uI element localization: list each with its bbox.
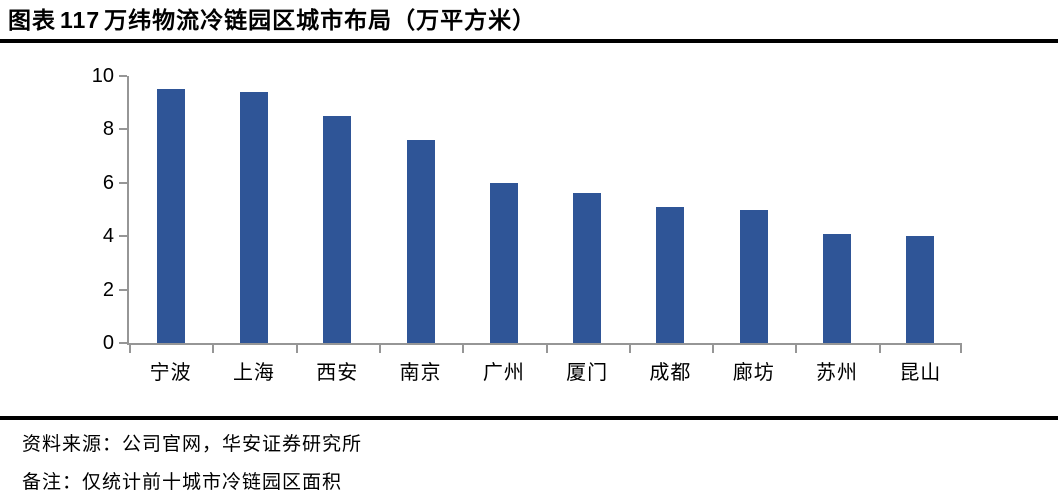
bar-苏州 xyxy=(823,233,852,343)
y-axis-tick xyxy=(119,75,127,77)
y-axis-tick-label: 6 xyxy=(102,171,114,194)
y-axis-tick xyxy=(119,181,127,184)
bar-上海 xyxy=(239,92,268,343)
title-divider xyxy=(0,39,1058,43)
x-axis-tick xyxy=(712,345,715,353)
x-axis-category-label: 广州 xyxy=(482,362,525,384)
y-axis-tick xyxy=(119,342,127,344)
figure-title-text: 万纬物流冷链园区城市布局（万平方米） xyxy=(104,8,537,33)
x-axis-category-label: 苏州 xyxy=(816,362,859,384)
bar-chart: 0 2 4 6 8 10 宁波 上海 西安 南京 广州 厦门 成都 廊坊 苏州 昆山 xyxy=(0,65,1058,385)
bar-昆山 xyxy=(906,236,935,343)
y-axis-tick-label: 0 xyxy=(102,332,114,354)
bar-宁波 xyxy=(156,89,185,343)
x-axis-tick xyxy=(960,345,962,353)
x-axis-category-label: 西安 xyxy=(316,362,359,384)
x-axis-category-label: 昆山 xyxy=(899,362,942,384)
y-axis-tick-label: 8 xyxy=(102,118,114,141)
bar-广州 xyxy=(489,182,518,343)
footer-divider xyxy=(0,416,1058,420)
x-axis-tick xyxy=(462,345,465,353)
x-axis-tick xyxy=(378,345,381,353)
x-axis-tick xyxy=(295,345,298,353)
x-axis-tick xyxy=(545,345,548,353)
bar-厦门 xyxy=(573,193,602,343)
bar-南京 xyxy=(406,140,435,343)
y-axis-tick xyxy=(119,235,127,238)
y-axis-tick-label: 10 xyxy=(91,65,114,87)
figure-number: 117 xyxy=(60,7,101,33)
x-axis-tick xyxy=(628,345,631,353)
bar-成都 xyxy=(656,206,685,343)
plot-area: 0 2 4 6 8 10 xyxy=(92,65,962,354)
x-axis-tick xyxy=(212,345,215,353)
x-axis-category-label: 南京 xyxy=(399,362,442,384)
y-axis-tick-label: 2 xyxy=(102,278,114,301)
y-axis-tick xyxy=(119,128,127,131)
x-axis-labels: 宁波 上海 西安 南京 广州 厦门 成都 廊坊 苏州 昆山 xyxy=(129,356,962,385)
source-text: 资料来源：公司官网，华安证券研究所 xyxy=(22,434,363,455)
bar-西安 xyxy=(323,116,352,343)
x-axis-category-label: 厦门 xyxy=(566,362,609,384)
y-axis-tick xyxy=(119,288,127,291)
y-axis-tick-label: 4 xyxy=(102,225,114,248)
x-axis-tick xyxy=(129,345,131,353)
x-axis-category-label: 上海 xyxy=(232,362,275,384)
figure-title-prefix: 图表 xyxy=(8,8,56,33)
x-axis-category-label: 成都 xyxy=(649,362,692,384)
x-axis-category-label: 廊坊 xyxy=(732,362,775,384)
bar-廊坊 xyxy=(739,209,768,343)
x-axis-category-label: 宁波 xyxy=(149,362,192,384)
note-text: 备注：仅统计前十城市冷链园区面积 xyxy=(22,472,343,493)
x-axis-tick xyxy=(795,345,798,353)
x-axis-tick xyxy=(878,345,881,353)
figure-title: 图表 117 万纬物流冷链园区城市布局（万平方米） xyxy=(0,0,1058,36)
